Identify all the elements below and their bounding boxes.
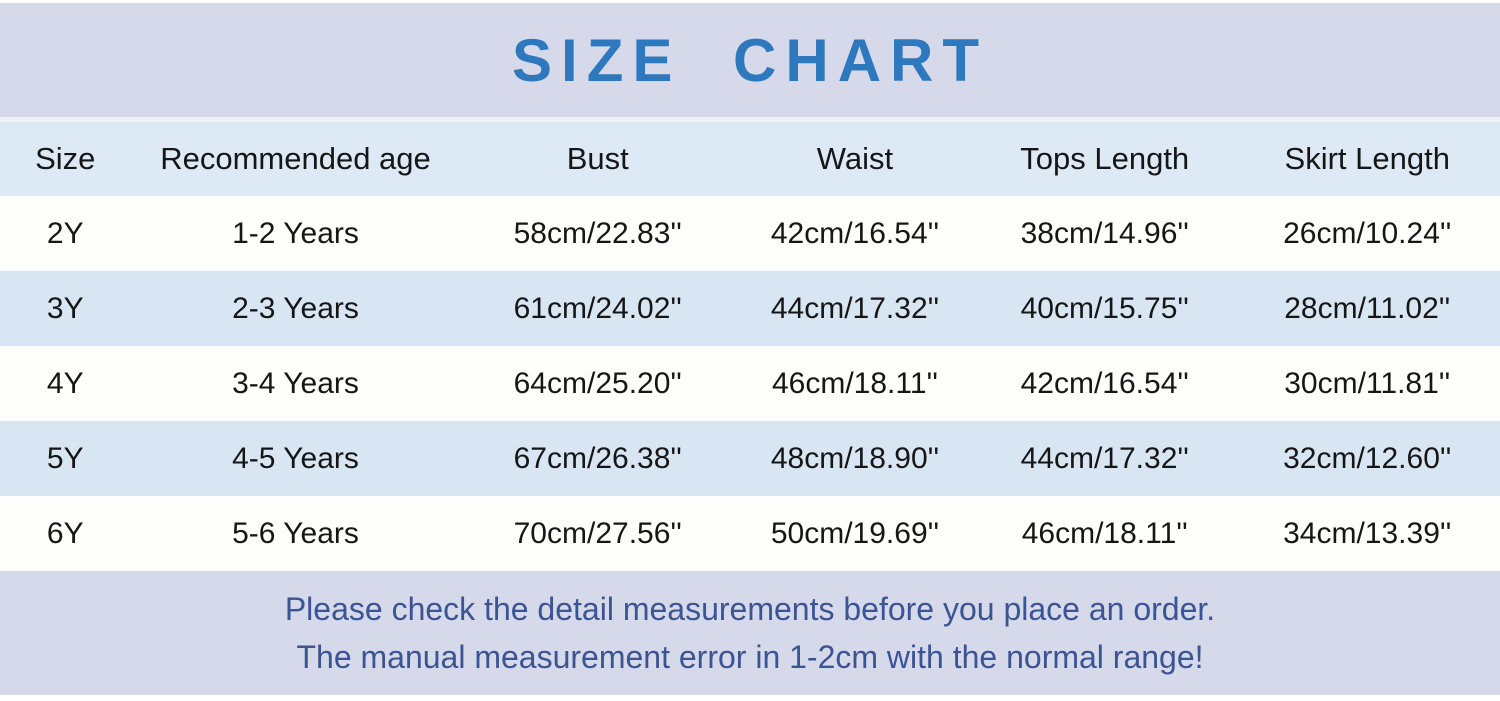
cell-size: 4Y — [46, 366, 84, 400]
cell-recommended-age: 1-2 Years — [232, 216, 359, 250]
cell-recommended-age: 5-6 Years — [232, 516, 359, 550]
table-row-2y: 2Y 1-2 Years 58cm/22.83'' 42cm/16.54'' 3… — [0, 196, 1500, 271]
column-header-recommended-age: Recommended age — [160, 141, 431, 176]
page-title: SIZE CHART — [512, 26, 988, 94]
cell-tops-length: 44cm/17.32'' — [1020, 441, 1189, 475]
column-header-tops-length: Tops Length — [1020, 141, 1190, 176]
cell-size: 6Y — [46, 516, 84, 550]
title-separator — [0, 117, 1500, 122]
column-header-skirt-length: Skirt Length — [1284, 141, 1450, 176]
cell-recommended-age: 2-3 Years — [232, 291, 359, 325]
cell-bust: 64cm/25.20'' — [513, 366, 682, 400]
cell-waist: 50cm/19.69'' — [770, 516, 940, 550]
column-header-size: Size — [35, 141, 96, 176]
cell-waist: 42cm/16.54'' — [770, 216, 940, 250]
cell-bust: 58cm/22.83'' — [513, 216, 682, 250]
column-header-bust: Bust — [566, 141, 629, 176]
cell-size: 3Y — [46, 291, 84, 325]
cell-tops-length: 38cm/14.96'' — [1020, 216, 1189, 250]
size-table: Size Recommended age Bust Waist Tops Len… — [0, 122, 1500, 571]
table-header-row: Size Recommended age Bust Waist Tops Len… — [0, 122, 1500, 196]
cell-skirt-length: 28cm/11.02'' — [1284, 291, 1451, 325]
cell-tops-length: 42cm/16.54'' — [1020, 366, 1189, 400]
footer-note-line2: The manual measurement error in 1-2cm wi… — [296, 639, 1204, 675]
cell-tops-length: 46cm/18.11'' — [1021, 516, 1188, 550]
table-row-5y: 5Y 4-5 Years 67cm/26.38'' 48cm/18.90'' 4… — [0, 421, 1500, 496]
cell-waist: 48cm/18.90'' — [770, 441, 940, 475]
footer-note: Please check the detail measurements bef… — [0, 571, 1500, 695]
cell-size: 2Y — [46, 216, 84, 250]
cell-waist: 46cm/18.11'' — [771, 366, 938, 400]
cell-skirt-length: 34cm/13.39'' — [1283, 516, 1452, 550]
cell-bust: 70cm/27.56'' — [513, 516, 682, 550]
footer-note-line1: Please check the detail measurements bef… — [284, 591, 1216, 627]
cell-recommended-age: 4-5 Years — [232, 441, 359, 475]
table-row-3y: 3Y 2-3 Years 61cm/24.02'' 44cm/17.32'' 4… — [0, 271, 1500, 346]
column-header-waist: Waist — [816, 141, 894, 176]
cell-size: 5Y — [46, 441, 84, 475]
cell-bust: 67cm/26.38'' — [513, 441, 682, 475]
cell-bust: 61cm/24.02'' — [513, 291, 682, 325]
cell-tops-length: 40cm/15.75'' — [1020, 291, 1189, 325]
table-row-4y: 4Y 3-4 Years 64cm/25.20'' 46cm/18.11'' 4… — [0, 346, 1500, 421]
cell-skirt-length: 26cm/10.24'' — [1283, 216, 1452, 250]
cell-skirt-length: 32cm/12.60'' — [1283, 441, 1452, 475]
table-row-6y: 6Y 5-6 Years 70cm/27.56'' 50cm/19.69'' 4… — [0, 496, 1500, 571]
cell-recommended-age: 3-4 Years — [232, 366, 359, 400]
cell-waist: 44cm/17.32'' — [770, 291, 940, 325]
title-band: SIZE CHART — [0, 3, 1500, 117]
cell-skirt-length: 30cm/11.81'' — [1284, 366, 1451, 400]
